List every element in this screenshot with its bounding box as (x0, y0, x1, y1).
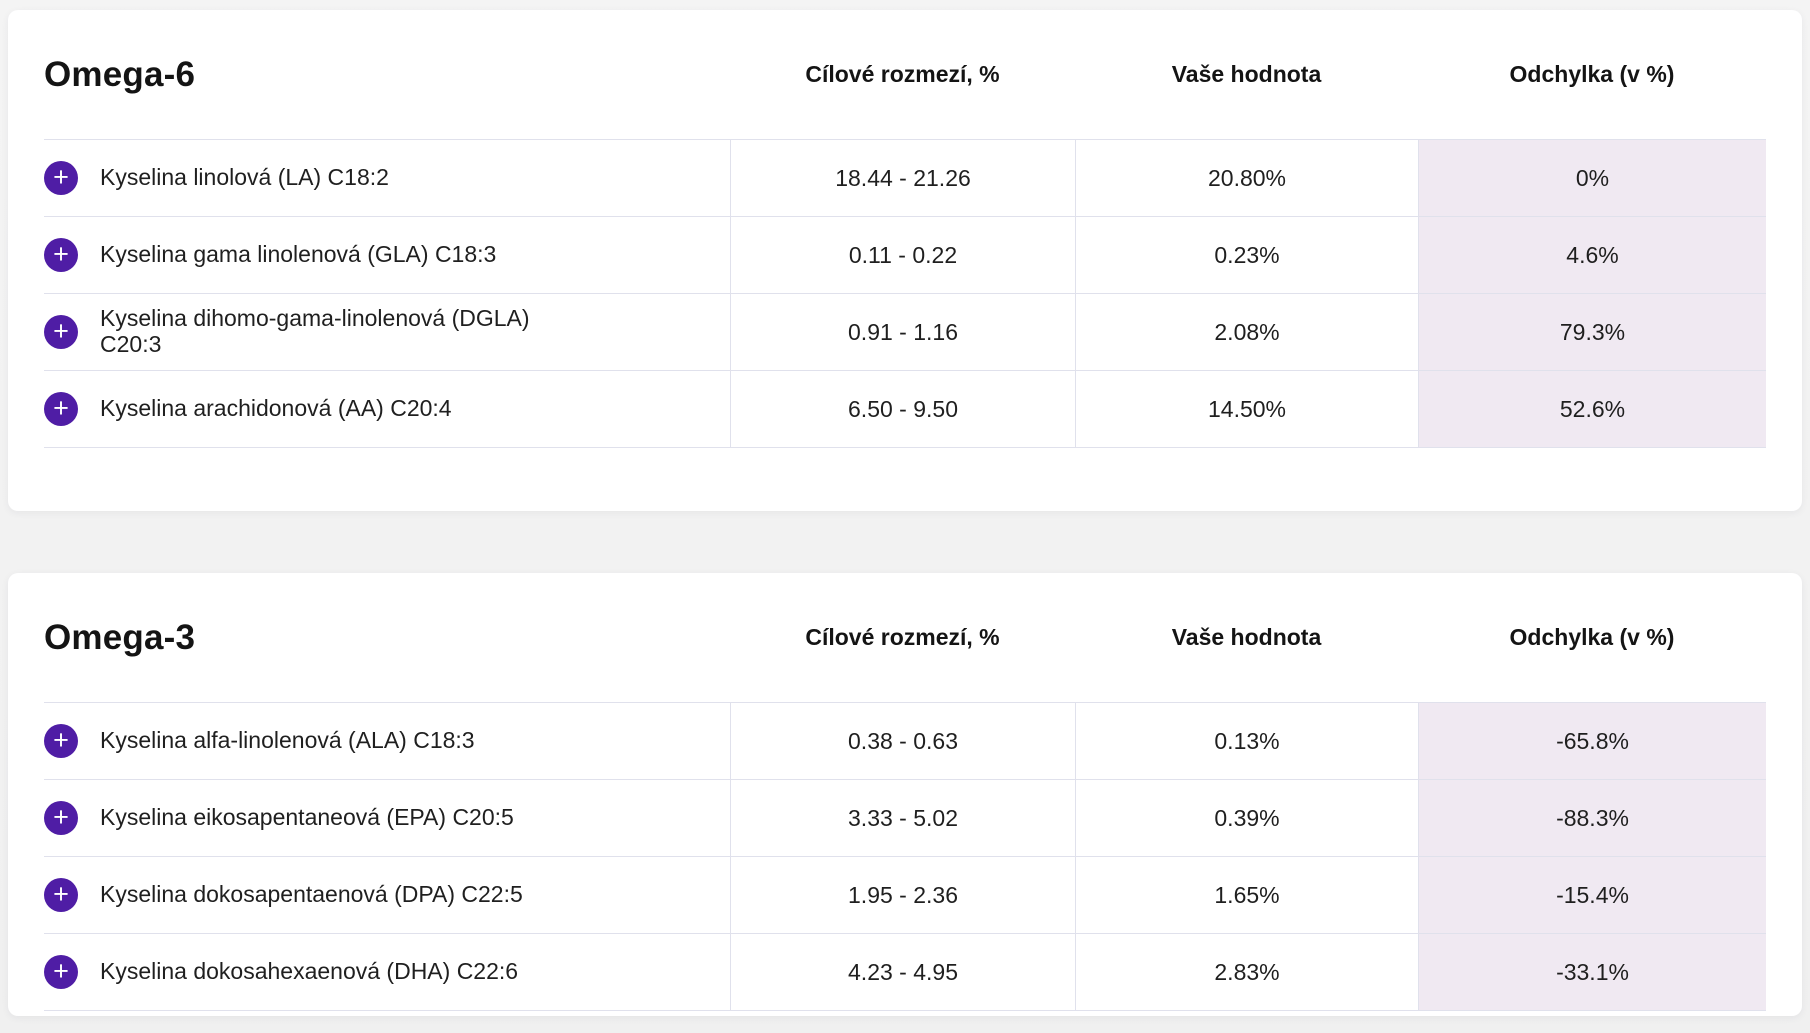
target-range-value: 6.50 - 9.50 (730, 371, 1075, 447)
target-range-value: 0.38 - 0.63 (730, 703, 1075, 779)
fatty-acid-name: Kyselina eikosapentaneová (EPA) C20:5 (100, 804, 514, 831)
your-value: 1.65% (1075, 857, 1418, 933)
fatty-acid-cell: + Kyselina linolová (LA) C18:2 (44, 140, 730, 216)
your-value: 2.83% (1075, 934, 1418, 1010)
column-header-deviation: Odchylka (v %) (1509, 624, 1675, 650)
fatty-acid-cell: + Kyselina dihomo-gama-linolenová (DGLA)… (44, 294, 730, 370)
plus-icon: + (53, 161, 69, 192)
section-title: Omega-3 (44, 617, 196, 657)
fatty-acid-cell: + Kyselina gama linolenová (GLA) C18:3 (44, 217, 730, 293)
target-range-value: 0.91 - 1.16 (730, 294, 1075, 370)
fatty-acid-cell: + Kyselina dokosahexaenová (DHA) C22:6 (44, 934, 730, 1010)
section-card-omega-3: Omega-3 Cílové rozmezí, % Vaše hodnota O… (8, 573, 1802, 1016)
expand-row-button[interactable]: + (44, 161, 78, 195)
target-range-value: 18.44 - 21.26 (730, 140, 1075, 216)
fatty-acid-name: Kyselina arachidonová (AA) C20:4 (100, 395, 452, 422)
fatty-acid-cell: + Kyselina dokosapentaenová (DPA) C22:5 (44, 857, 730, 933)
table-row: + Kyselina gama linolenová (GLA) C18:3 0… (44, 217, 1766, 294)
expand-row-button[interactable]: + (44, 392, 78, 426)
deviation-value: -65.8% (1418, 703, 1766, 779)
deviation-value: 79.3% (1418, 294, 1766, 370)
column-header-your-value: Vaše hodnota (1171, 624, 1322, 650)
section-header: Omega-6 Cílové rozmezí, % Vaše hodnota O… (44, 10, 1766, 139)
table-row: + Kyselina dihomo-gama-linolenová (DGLA)… (44, 294, 1766, 371)
fatty-acid-name: Kyselina gama linolenová (GLA) C18:3 (100, 241, 497, 268)
section-title: Omega-6 (44, 54, 196, 94)
fatty-acid-cell: + Kyselina arachidonová (AA) C20:4 (44, 371, 730, 447)
fatty-acid-table: + Kyselina alfa-linolenová (ALA) C18:3 0… (44, 702, 1766, 1011)
your-value: 0.39% (1075, 780, 1418, 856)
your-value: 14.50% (1075, 371, 1418, 447)
deviation-value: 0% (1418, 140, 1766, 216)
expand-row-button[interactable]: + (44, 955, 78, 989)
your-value: 0.13% (1075, 703, 1418, 779)
plus-icon: + (53, 955, 69, 986)
table-row: + Kyselina arachidonová (AA) C20:4 6.50 … (44, 371, 1766, 448)
column-header-deviation: Odchylka (v %) (1509, 61, 1675, 87)
plus-icon: + (53, 724, 69, 755)
target-range-value: 1.95 - 2.36 (730, 857, 1075, 933)
table-row: + Kyselina dokosapentaenová (DPA) C22:5 … (44, 857, 1766, 934)
deviation-value: 52.6% (1418, 371, 1766, 447)
table-row: + Kyselina linolová (LA) C18:2 18.44 - 2… (44, 140, 1766, 217)
expand-row-button[interactable]: + (44, 801, 78, 835)
plus-icon: + (53, 392, 69, 423)
deviation-value: 4.6% (1418, 217, 1766, 293)
column-header-your-value: Vaše hodnota (1171, 61, 1322, 87)
expand-row-button[interactable]: + (44, 878, 78, 912)
plus-icon: + (53, 801, 69, 832)
target-range-value: 0.11 - 0.22 (730, 217, 1075, 293)
table-row: + Kyselina eikosapentaneová (EPA) C20:5 … (44, 780, 1766, 857)
fatty-acid-table: + Kyselina linolová (LA) C18:2 18.44 - 2… (44, 139, 1766, 448)
fatty-acid-name: Kyselina dokosapentaenová (DPA) C22:5 (100, 881, 523, 908)
column-header-target-range: Cílové rozmezí, % (805, 61, 1000, 87)
target-range-value: 3.33 - 5.02 (730, 780, 1075, 856)
fatty-acid-name: Kyselina dokosahexaenová (DHA) C22:6 (100, 958, 519, 985)
your-value: 2.08% (1075, 294, 1418, 370)
table-row: + Kyselina alfa-linolenová (ALA) C18:3 0… (44, 703, 1766, 780)
deviation-value: -33.1% (1418, 934, 1766, 1010)
plus-icon: + (53, 878, 69, 909)
expand-row-button[interactable]: + (44, 315, 78, 349)
deviation-value: -15.4% (1418, 857, 1766, 933)
section-header: Omega-3 Cílové rozmezí, % Vaše hodnota O… (44, 573, 1766, 702)
fatty-acid-cell: + Kyselina alfa-linolenová (ALA) C18:3 (44, 703, 730, 779)
your-value: 0.23% (1075, 217, 1418, 293)
fatty-acid-name: Kyselina linolová (LA) C18:2 (100, 164, 389, 191)
expand-row-button[interactable]: + (44, 238, 78, 272)
section-card-omega-6: Omega-6 Cílové rozmezí, % Vaše hodnota O… (8, 10, 1802, 511)
your-value: 20.80% (1075, 140, 1418, 216)
plus-icon: + (53, 315, 69, 346)
expand-row-button[interactable]: + (44, 724, 78, 758)
plus-icon: + (53, 238, 69, 269)
fatty-acid-name: Kyselina dihomo-gama-linolenová (DGLA) C… (100, 305, 530, 357)
fatty-acid-name: Kyselina alfa-linolenová (ALA) C18:3 (100, 727, 475, 754)
fatty-acid-cell: + Kyselina eikosapentaneová (EPA) C20:5 (44, 780, 730, 856)
table-row: + Kyselina dokosahexaenová (DHA) C22:6 4… (44, 934, 1766, 1011)
column-header-target-range: Cílové rozmezí, % (805, 624, 1000, 650)
deviation-value: -88.3% (1418, 780, 1766, 856)
target-range-value: 4.23 - 4.95 (730, 934, 1075, 1010)
